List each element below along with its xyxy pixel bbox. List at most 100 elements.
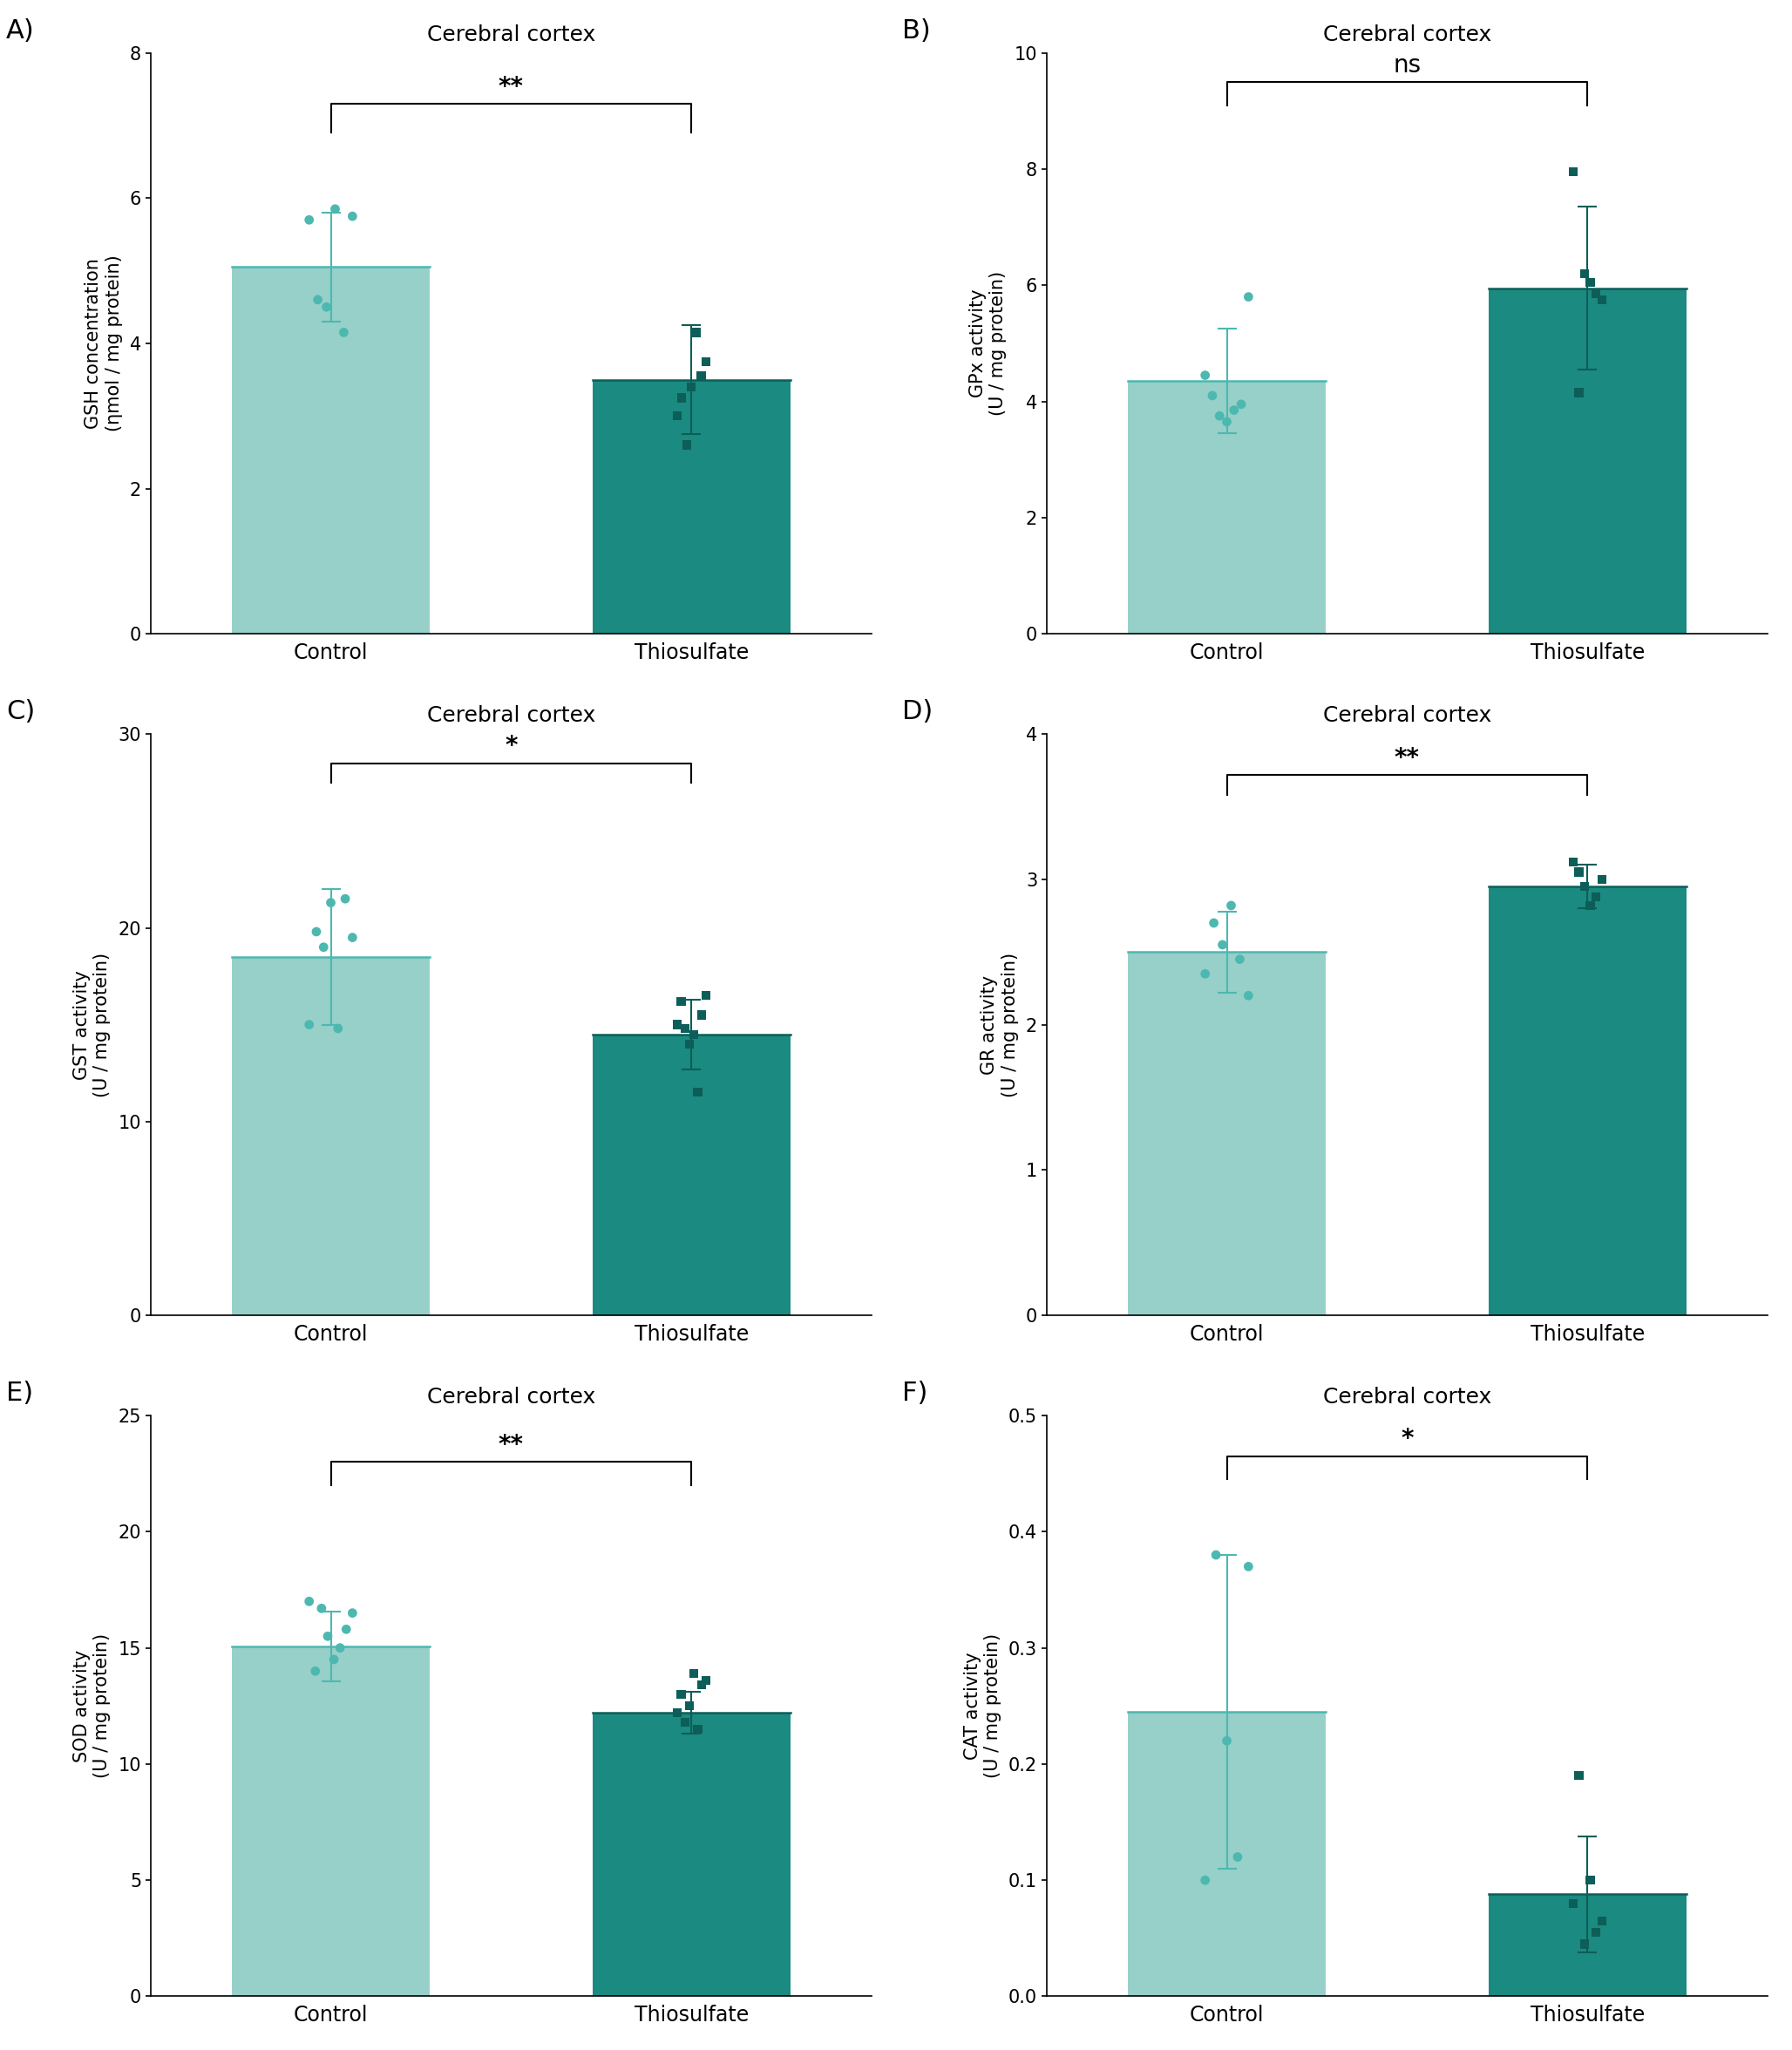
Point: [1588, 1904, 1616, 1937]
Text: ns: ns: [1392, 53, 1421, 78]
Point: [332, 1613, 360, 1646]
Point: [312, 291, 340, 324]
Point: [303, 283, 332, 316]
Point: [317, 886, 346, 918]
Point: [1199, 379, 1228, 412]
Point: [1217, 890, 1245, 923]
Point: [1235, 980, 1263, 1013]
Point: [339, 920, 367, 953]
Point: [679, 1656, 708, 1689]
Point: [692, 344, 720, 377]
Point: [663, 1697, 692, 1730]
Point: [1235, 281, 1263, 314]
Point: [1575, 266, 1604, 299]
Point: [1575, 890, 1604, 923]
Point: [667, 1679, 695, 1712]
Title: Cerebral cortex: Cerebral cortex: [1322, 25, 1491, 45]
Text: B): B): [901, 18, 930, 43]
Point: [670, 1013, 699, 1046]
Bar: [593, 1714, 790, 1997]
Bar: [231, 266, 430, 633]
Point: [306, 1593, 335, 1626]
Y-axis label: GST activity
(U / mg protein): GST activity (U / mg protein): [73, 953, 111, 1097]
Bar: [231, 1646, 430, 1997]
Point: [686, 359, 715, 392]
Point: [1570, 256, 1598, 289]
Point: [1199, 906, 1228, 939]
Y-axis label: GR activity
(U / mg protein): GR activity (U / mg protein): [980, 953, 1018, 1097]
Point: [1564, 1759, 1593, 1792]
Text: F): F): [901, 1380, 928, 1406]
Point: [1588, 283, 1616, 316]
Point: [663, 1009, 692, 1041]
Point: [667, 984, 695, 1017]
Point: [676, 1027, 704, 1060]
Point: [1575, 1863, 1604, 1896]
Point: [1570, 871, 1598, 904]
Point: [670, 1706, 699, 1738]
Y-axis label: CAT activity
(U / mg protein): CAT activity (U / mg protein): [964, 1634, 1002, 1777]
Point: [303, 914, 332, 947]
Y-axis label: GSH concentration
(ηmol / mg protein): GSH concentration (ηmol / mg protein): [84, 254, 122, 433]
Point: [1564, 855, 1593, 888]
Title: Cerebral cortex: Cerebral cortex: [1322, 705, 1491, 726]
Point: [692, 1665, 720, 1697]
Title: Cerebral cortex: Cerebral cortex: [426, 705, 595, 726]
Point: [683, 1076, 711, 1109]
Point: [1208, 929, 1236, 961]
Point: [692, 980, 720, 1013]
Point: [1192, 359, 1220, 392]
Point: [339, 1597, 367, 1630]
Point: [1213, 406, 1242, 439]
Point: [1220, 394, 1249, 426]
Point: [1582, 879, 1611, 912]
Text: D): D): [901, 699, 934, 724]
Bar: [1489, 888, 1686, 1316]
Bar: [1127, 1712, 1326, 1997]
Bar: [1127, 951, 1326, 1316]
Point: [321, 193, 349, 225]
Point: [1226, 943, 1254, 976]
Point: [1564, 377, 1593, 410]
Title: Cerebral cortex: Cerebral cortex: [426, 25, 595, 45]
Text: A): A): [5, 18, 34, 43]
Point: [314, 1620, 342, 1652]
Point: [332, 882, 360, 914]
Text: *: *: [1401, 1427, 1414, 1451]
Point: [676, 1689, 704, 1722]
Point: [1570, 1927, 1598, 1960]
Point: [1235, 1550, 1263, 1583]
Point: [1588, 863, 1616, 896]
Bar: [1489, 289, 1686, 633]
Y-axis label: SOD activity
(U / mg protein): SOD activity (U / mg protein): [73, 1634, 111, 1777]
Point: [296, 203, 324, 236]
Point: [339, 199, 367, 232]
Text: *: *: [505, 734, 518, 758]
Point: [1582, 1917, 1611, 1950]
Point: [683, 316, 711, 348]
Bar: [231, 957, 430, 1316]
Point: [296, 1585, 324, 1617]
Point: [1559, 1888, 1588, 1921]
Point: [1192, 1863, 1220, 1896]
Point: [319, 1644, 348, 1677]
Point: [688, 998, 717, 1031]
Point: [1202, 1538, 1231, 1570]
Point: [310, 931, 339, 963]
Text: C): C): [5, 699, 36, 724]
Point: [672, 428, 701, 461]
Point: [296, 1009, 324, 1041]
Title: Cerebral cortex: Cerebral cortex: [426, 1388, 595, 1408]
Point: [677, 371, 706, 404]
Point: [301, 1654, 330, 1687]
Point: [683, 1714, 711, 1747]
Bar: [593, 379, 790, 633]
Point: [326, 1632, 355, 1665]
Point: [1213, 1724, 1242, 1757]
Y-axis label: GPx activity
(U / mg protein): GPx activity (U / mg protein): [969, 271, 1007, 416]
Bar: [1489, 1894, 1686, 1997]
Point: [1559, 845, 1588, 877]
Point: [688, 1669, 717, 1701]
Point: [1582, 277, 1611, 310]
Bar: [593, 1035, 790, 1316]
